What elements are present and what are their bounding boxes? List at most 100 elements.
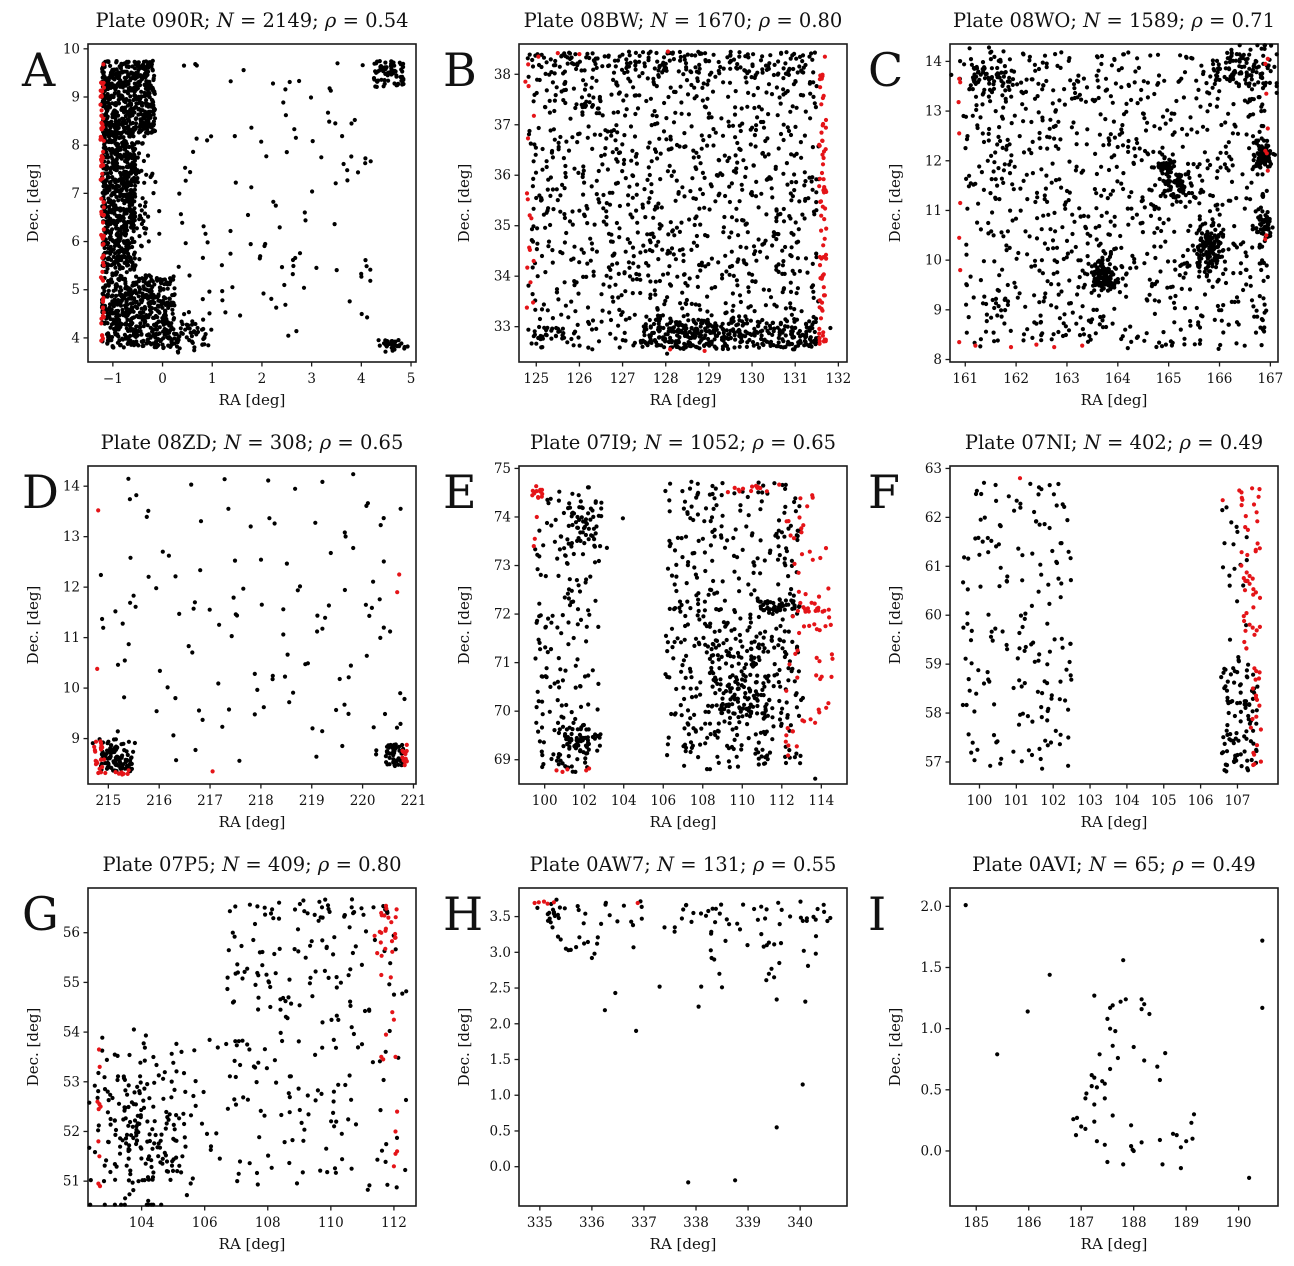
svg-text:128: 128 (653, 371, 679, 387)
panel-title: Plate 0AW7; N = 131; ρ = 0.55 (530, 853, 837, 876)
black-points (535, 897, 833, 1185)
svg-text:7: 7 (71, 186, 80, 202)
black-points (87, 897, 409, 1207)
scatter-plot-I: Plate 0AVI; N = 65; ρ = 0.49 I 185 186 187 18… (868, 853, 1279, 1253)
y-axis: 0.00.51.01.52.02.53.03.5 (490, 909, 519, 1175)
svg-text:164: 164 (1105, 371, 1131, 387)
panel-title: Plate 08ZD; N = 308; ρ = 0.65 (101, 431, 404, 454)
svg-text:131: 131 (782, 371, 808, 387)
axes-frame (949, 43, 1279, 363)
scatter-plot-G: Plate 07P5; N = 409; ρ = 0.80 G 104 106 108 1… (22, 853, 417, 1253)
y-axis: 0.00.51.01.52.0 (921, 899, 950, 1159)
svg-text:34: 34 (494, 269, 511, 285)
svg-text:11: 11 (925, 203, 942, 219)
scatter-panel-D: Plate 08ZD; N = 308; ρ = 0.65 D 215 216 217 2… (0, 422, 431, 844)
y-axis-label: Dec. [deg] (886, 586, 904, 665)
panel-letter: A (21, 43, 56, 97)
x-axis-label: RA [deg] (1081, 813, 1148, 831)
svg-text:5: 5 (71, 282, 80, 298)
svg-text:36: 36 (494, 168, 511, 184)
x-axis: 104 106 108 110 112 (129, 1206, 407, 1231)
red-points (523, 49, 829, 353)
axes-frame (87, 43, 417, 363)
black-points (525, 49, 833, 356)
y-axis-label: Dec. [deg] (886, 164, 904, 243)
svg-text:8: 8 (71, 138, 80, 154)
red-points (956, 56, 1270, 350)
panel-title: Plate 090R; N = 2149; ρ = 0.54 (95, 9, 408, 32)
y-axis-label: Dec. [deg] (455, 164, 473, 243)
x-axis-label: RA [deg] (219, 813, 286, 831)
scatter-plot-D: Plate 08ZD; N = 308; ρ = 0.65 D 215 216 217 2… (22, 431, 426, 831)
red-points (530, 482, 835, 774)
svg-text:12: 12 (925, 153, 942, 169)
scatter-plot-H: Plate 0AW7; N = 131; ρ = 0.55 H 335 336 337 3… (443, 853, 848, 1253)
svg-text:14: 14 (925, 54, 942, 70)
scatter-panel-G: Plate 07P5; N = 409; ρ = 0.80 G 104 106 108 1… (0, 844, 431, 1266)
y-axis-label: Dec. [deg] (455, 586, 473, 665)
x-axis: 215 216 217 218 219 220 221 (95, 784, 426, 809)
svg-text:4: 4 (357, 371, 366, 387)
red-points (95, 903, 400, 1189)
scatter-panel-F: Plate 07NI; N = 402; ρ = 0.49 F 100 101 102 1… (862, 422, 1294, 844)
x-axis: 335 336 337 338 339 340 (527, 1206, 813, 1231)
scatter-panel-B: Plate 08BW; N = 1670; ρ = 0.80 B 125 126 127… (431, 0, 862, 422)
svg-text:130: 130 (739, 371, 765, 387)
red-points (92, 508, 409, 777)
y-axis: 4 5 6 7 8 9 10 (63, 41, 88, 346)
y-axis-label: Dec. [deg] (24, 586, 42, 665)
scatter-panel-H: Plate 0AW7; N = 131; ρ = 0.55 H 335 336 337 3… (431, 844, 862, 1266)
svg-text:167: 167 (1257, 371, 1283, 387)
red-points (1017, 476, 1263, 768)
scatter-panel-A: Plate 090R; N = 2149; ρ = 0.54 A −1 0 1 2 3 4 5 4… (0, 0, 431, 422)
svg-text:13: 13 (925, 104, 942, 120)
svg-text:33: 33 (494, 319, 511, 335)
svg-text:132: 132 (825, 371, 851, 387)
y-axis-label: Dec. [deg] (455, 1008, 473, 1087)
panel-letter: B (443, 43, 477, 97)
red-points (98, 62, 106, 343)
panel-title: Plate 07NI; N = 402; ρ = 0.49 (965, 431, 1263, 454)
black-points (963, 903, 1265, 1180)
y-axis-label: Dec. [deg] (24, 1008, 42, 1087)
svg-text:166: 166 (1207, 371, 1233, 387)
svg-text:6: 6 (71, 234, 80, 250)
y-axis: 8 9 10 11 12 13 14 (925, 54, 950, 368)
scatter-plot-A: Plate 090R; N = 2149; ρ = 0.54A−1 0 1 2 3 4 54… (21, 9, 417, 409)
scatter-plot-F: Plate 07NI; N = 402; ρ = 0.49 F 100 101 102 1… (868, 431, 1279, 831)
svg-text:35: 35 (494, 218, 511, 234)
svg-text:10: 10 (63, 41, 80, 57)
panel-title: Plate 08BW; N = 1670; ρ = 0.80 (524, 9, 843, 32)
svg-text:165: 165 (1156, 371, 1182, 387)
svg-text:2: 2 (258, 371, 267, 387)
panel-title: Plate 07I9; N = 1052; ρ = 0.65 (530, 431, 836, 454)
panel-title: Plate 07P5; N = 409; ρ = 0.80 (102, 853, 401, 876)
svg-text:129: 129 (696, 371, 722, 387)
svg-text:126: 126 (567, 371, 593, 387)
svg-text:162: 162 (1003, 371, 1029, 387)
svg-text:9: 9 (71, 90, 80, 106)
y-axis-label: Dec. [deg] (886, 1008, 904, 1087)
svg-text:−1: −1 (103, 371, 123, 387)
svg-text:4: 4 (71, 330, 80, 346)
y-axis-label: Dec. [deg] (24, 164, 42, 243)
x-axis-label: RA [deg] (1081, 1235, 1148, 1253)
svg-text:5: 5 (407, 371, 416, 387)
axes-frame (87, 887, 417, 1207)
svg-text:38: 38 (494, 67, 511, 83)
x-axis: 100 101 102 103 104 105 106 107 (967, 784, 1250, 809)
x-axis-label: RA [deg] (650, 391, 717, 409)
svg-text:10: 10 (925, 253, 942, 269)
x-axis: 125 126 127 128 129 130 131 132 (523, 362, 851, 387)
svg-text:127: 127 (610, 371, 636, 387)
black-points (960, 480, 1260, 774)
red-points (532, 899, 640, 906)
x-axis: −1 0 1 2 3 4 5 (103, 362, 415, 387)
x-axis: 100 102 104 106 108 110 112 114 (532, 784, 834, 809)
svg-text:8: 8 (933, 352, 942, 368)
axes-frame (949, 465, 1279, 785)
